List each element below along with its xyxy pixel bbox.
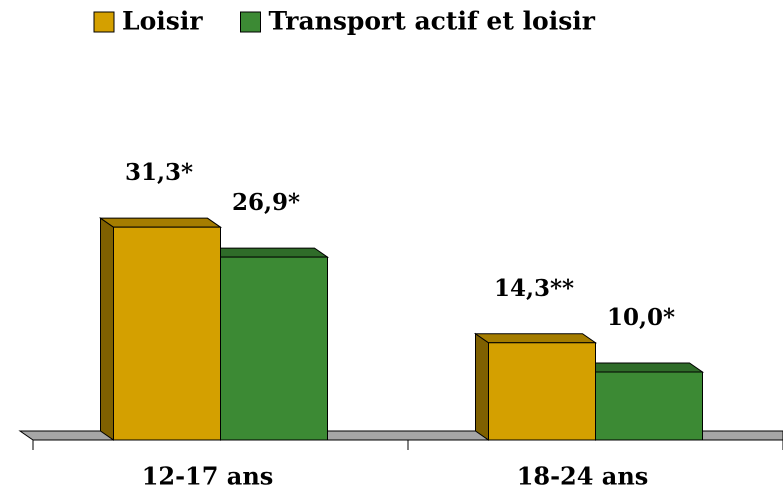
data-label: 31,3* <box>125 159 193 186</box>
bar <box>488 342 596 441</box>
bar-top <box>205 247 330 258</box>
bar-side <box>100 217 114 441</box>
bar <box>595 371 703 441</box>
bar <box>220 256 328 441</box>
legend-swatch <box>93 11 115 33</box>
data-label: 26,9* <box>232 189 300 216</box>
bar-top <box>580 362 705 373</box>
bar-side <box>475 332 489 441</box>
bar-top <box>473 333 598 344</box>
data-label: 10,0* <box>607 304 675 331</box>
data-label: 14,3** <box>494 275 574 302</box>
bar <box>113 226 221 441</box>
bar-top <box>98 217 223 228</box>
legend-swatch <box>240 11 261 33</box>
legend-label: Loisir <box>122 7 203 36</box>
x-tick-label: 12-17 ans <box>142 462 274 491</box>
x-tick-label: 18-24 ans <box>517 462 649 491</box>
legend-label: Transport actif et loisir <box>269 7 596 36</box>
